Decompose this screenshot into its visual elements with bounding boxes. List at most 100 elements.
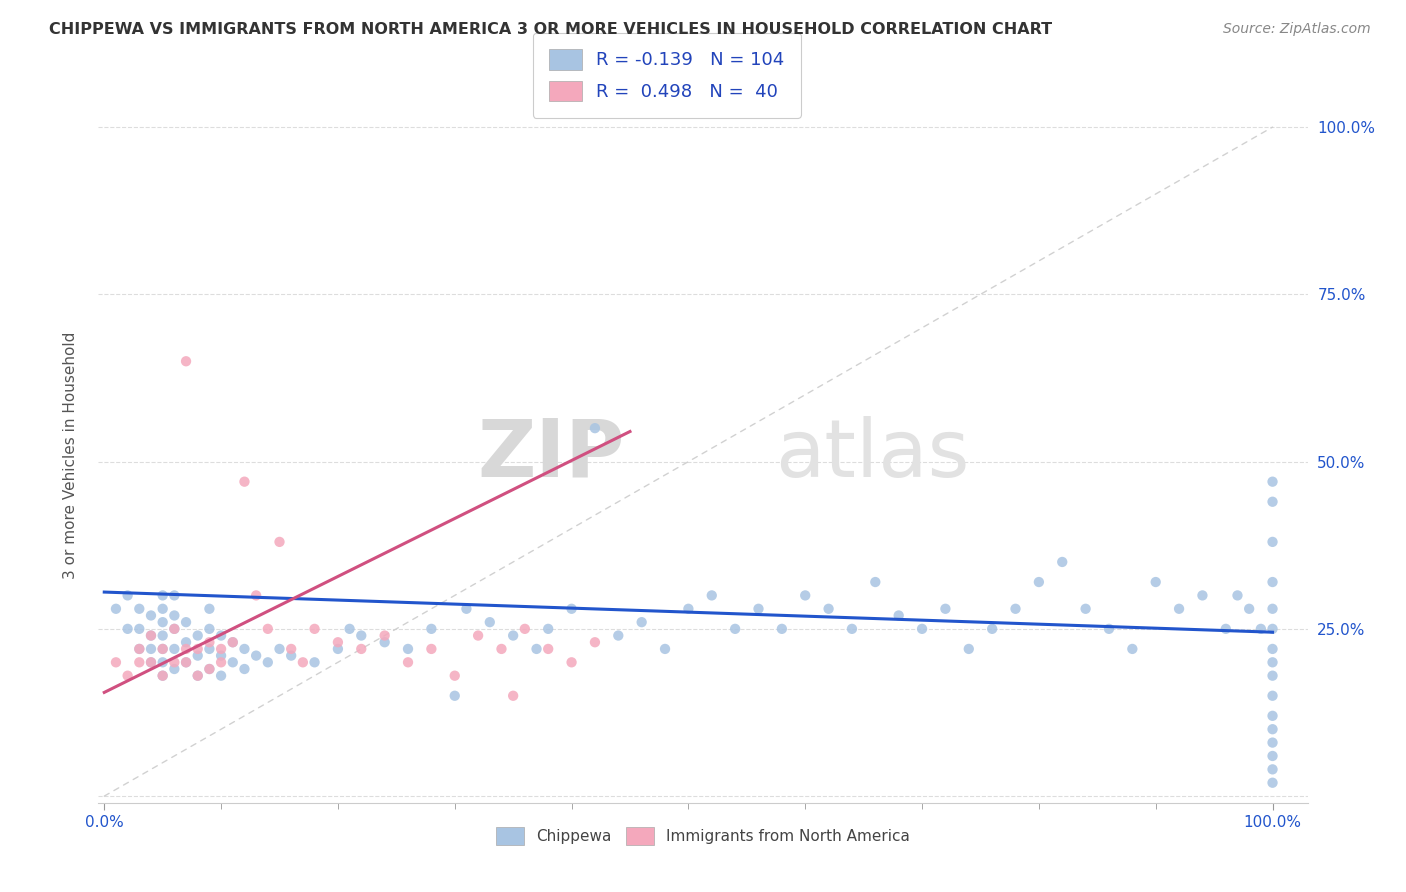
Point	[887, 608, 910, 623]
Point	[981, 622, 1004, 636]
Point	[1052, 555, 1074, 569]
Point	[1261, 776, 1284, 790]
Point	[152, 589, 174, 603]
Point	[502, 689, 524, 703]
Point	[1261, 762, 1284, 776]
Point	[374, 628, 396, 642]
Point	[174, 642, 197, 657]
Point	[245, 589, 267, 603]
Point	[163, 589, 186, 603]
Point	[1098, 622, 1121, 636]
Point	[209, 669, 232, 683]
Point	[187, 648, 209, 663]
Point	[233, 662, 256, 676]
Point	[187, 642, 209, 657]
Point	[1250, 622, 1272, 636]
Point	[396, 642, 419, 657]
Point	[128, 602, 150, 616]
Point	[526, 642, 548, 657]
Point	[841, 622, 863, 636]
Point	[291, 655, 314, 669]
Point	[537, 642, 560, 657]
Point	[1261, 622, 1284, 636]
Point	[1261, 642, 1284, 657]
Point	[443, 689, 465, 703]
Point	[1261, 494, 1284, 508]
Point	[478, 615, 501, 630]
Point	[174, 354, 197, 368]
Point	[269, 642, 291, 657]
Point	[1261, 689, 1284, 703]
Point	[583, 421, 606, 435]
Point	[817, 602, 839, 616]
Point	[420, 642, 443, 657]
Point	[304, 622, 326, 636]
Point	[350, 642, 373, 657]
Point	[1074, 602, 1097, 616]
Text: Source: ZipAtlas.com: Source: ZipAtlas.com	[1223, 22, 1371, 37]
Point	[128, 655, 150, 669]
Point	[198, 635, 221, 649]
Point	[1215, 622, 1237, 636]
Point	[326, 635, 349, 649]
Point	[747, 602, 769, 616]
Text: atlas: atlas	[776, 416, 970, 494]
Point	[152, 642, 174, 657]
Text: CHIPPEWA VS IMMIGRANTS FROM NORTH AMERICA 3 OR MORE VEHICLES IN HOUSEHOLD CORREL: CHIPPEWA VS IMMIGRANTS FROM NORTH AMERIC…	[49, 22, 1052, 37]
Y-axis label: 3 or more Vehicles in Household: 3 or more Vehicles in Household	[63, 331, 77, 579]
Point	[794, 589, 817, 603]
Point	[350, 628, 373, 642]
Point	[152, 642, 174, 657]
Point	[420, 622, 443, 636]
Point	[245, 648, 267, 663]
Point	[1261, 475, 1284, 489]
Point	[152, 669, 174, 683]
Point	[139, 655, 162, 669]
Point	[139, 628, 162, 642]
Point	[1261, 602, 1284, 616]
Point	[1261, 535, 1284, 549]
Point	[911, 622, 934, 636]
Point	[152, 602, 174, 616]
Point	[163, 642, 186, 657]
Point	[187, 628, 209, 642]
Point	[513, 622, 536, 636]
Point	[198, 622, 221, 636]
Point	[1261, 749, 1284, 764]
Point	[152, 628, 174, 642]
Legend: Chippewa, Immigrants from North America: Chippewa, Immigrants from North America	[489, 821, 917, 851]
Point	[117, 622, 139, 636]
Point	[443, 669, 465, 683]
Point	[304, 655, 326, 669]
Point	[198, 662, 221, 676]
Point	[128, 642, 150, 657]
Point	[233, 475, 256, 489]
Point	[128, 642, 150, 657]
Point	[700, 589, 723, 603]
Point	[280, 648, 302, 663]
Point	[222, 655, 245, 669]
Point	[561, 655, 583, 669]
Point	[104, 655, 127, 669]
Point	[630, 615, 652, 630]
Point	[152, 615, 174, 630]
Point	[152, 655, 174, 669]
Point	[934, 602, 956, 616]
Point	[1237, 602, 1260, 616]
Point	[198, 642, 221, 657]
Point	[724, 622, 747, 636]
Point	[222, 635, 245, 649]
Point	[174, 655, 197, 669]
Point	[209, 655, 232, 669]
Point	[174, 655, 197, 669]
Point	[117, 669, 139, 683]
Point	[865, 575, 887, 590]
Point	[163, 655, 186, 669]
Point	[163, 662, 186, 676]
Point	[1168, 602, 1191, 616]
Point	[222, 635, 245, 649]
Point	[607, 628, 630, 642]
Point	[139, 642, 162, 657]
Point	[1261, 708, 1284, 723]
Point	[1028, 575, 1050, 590]
